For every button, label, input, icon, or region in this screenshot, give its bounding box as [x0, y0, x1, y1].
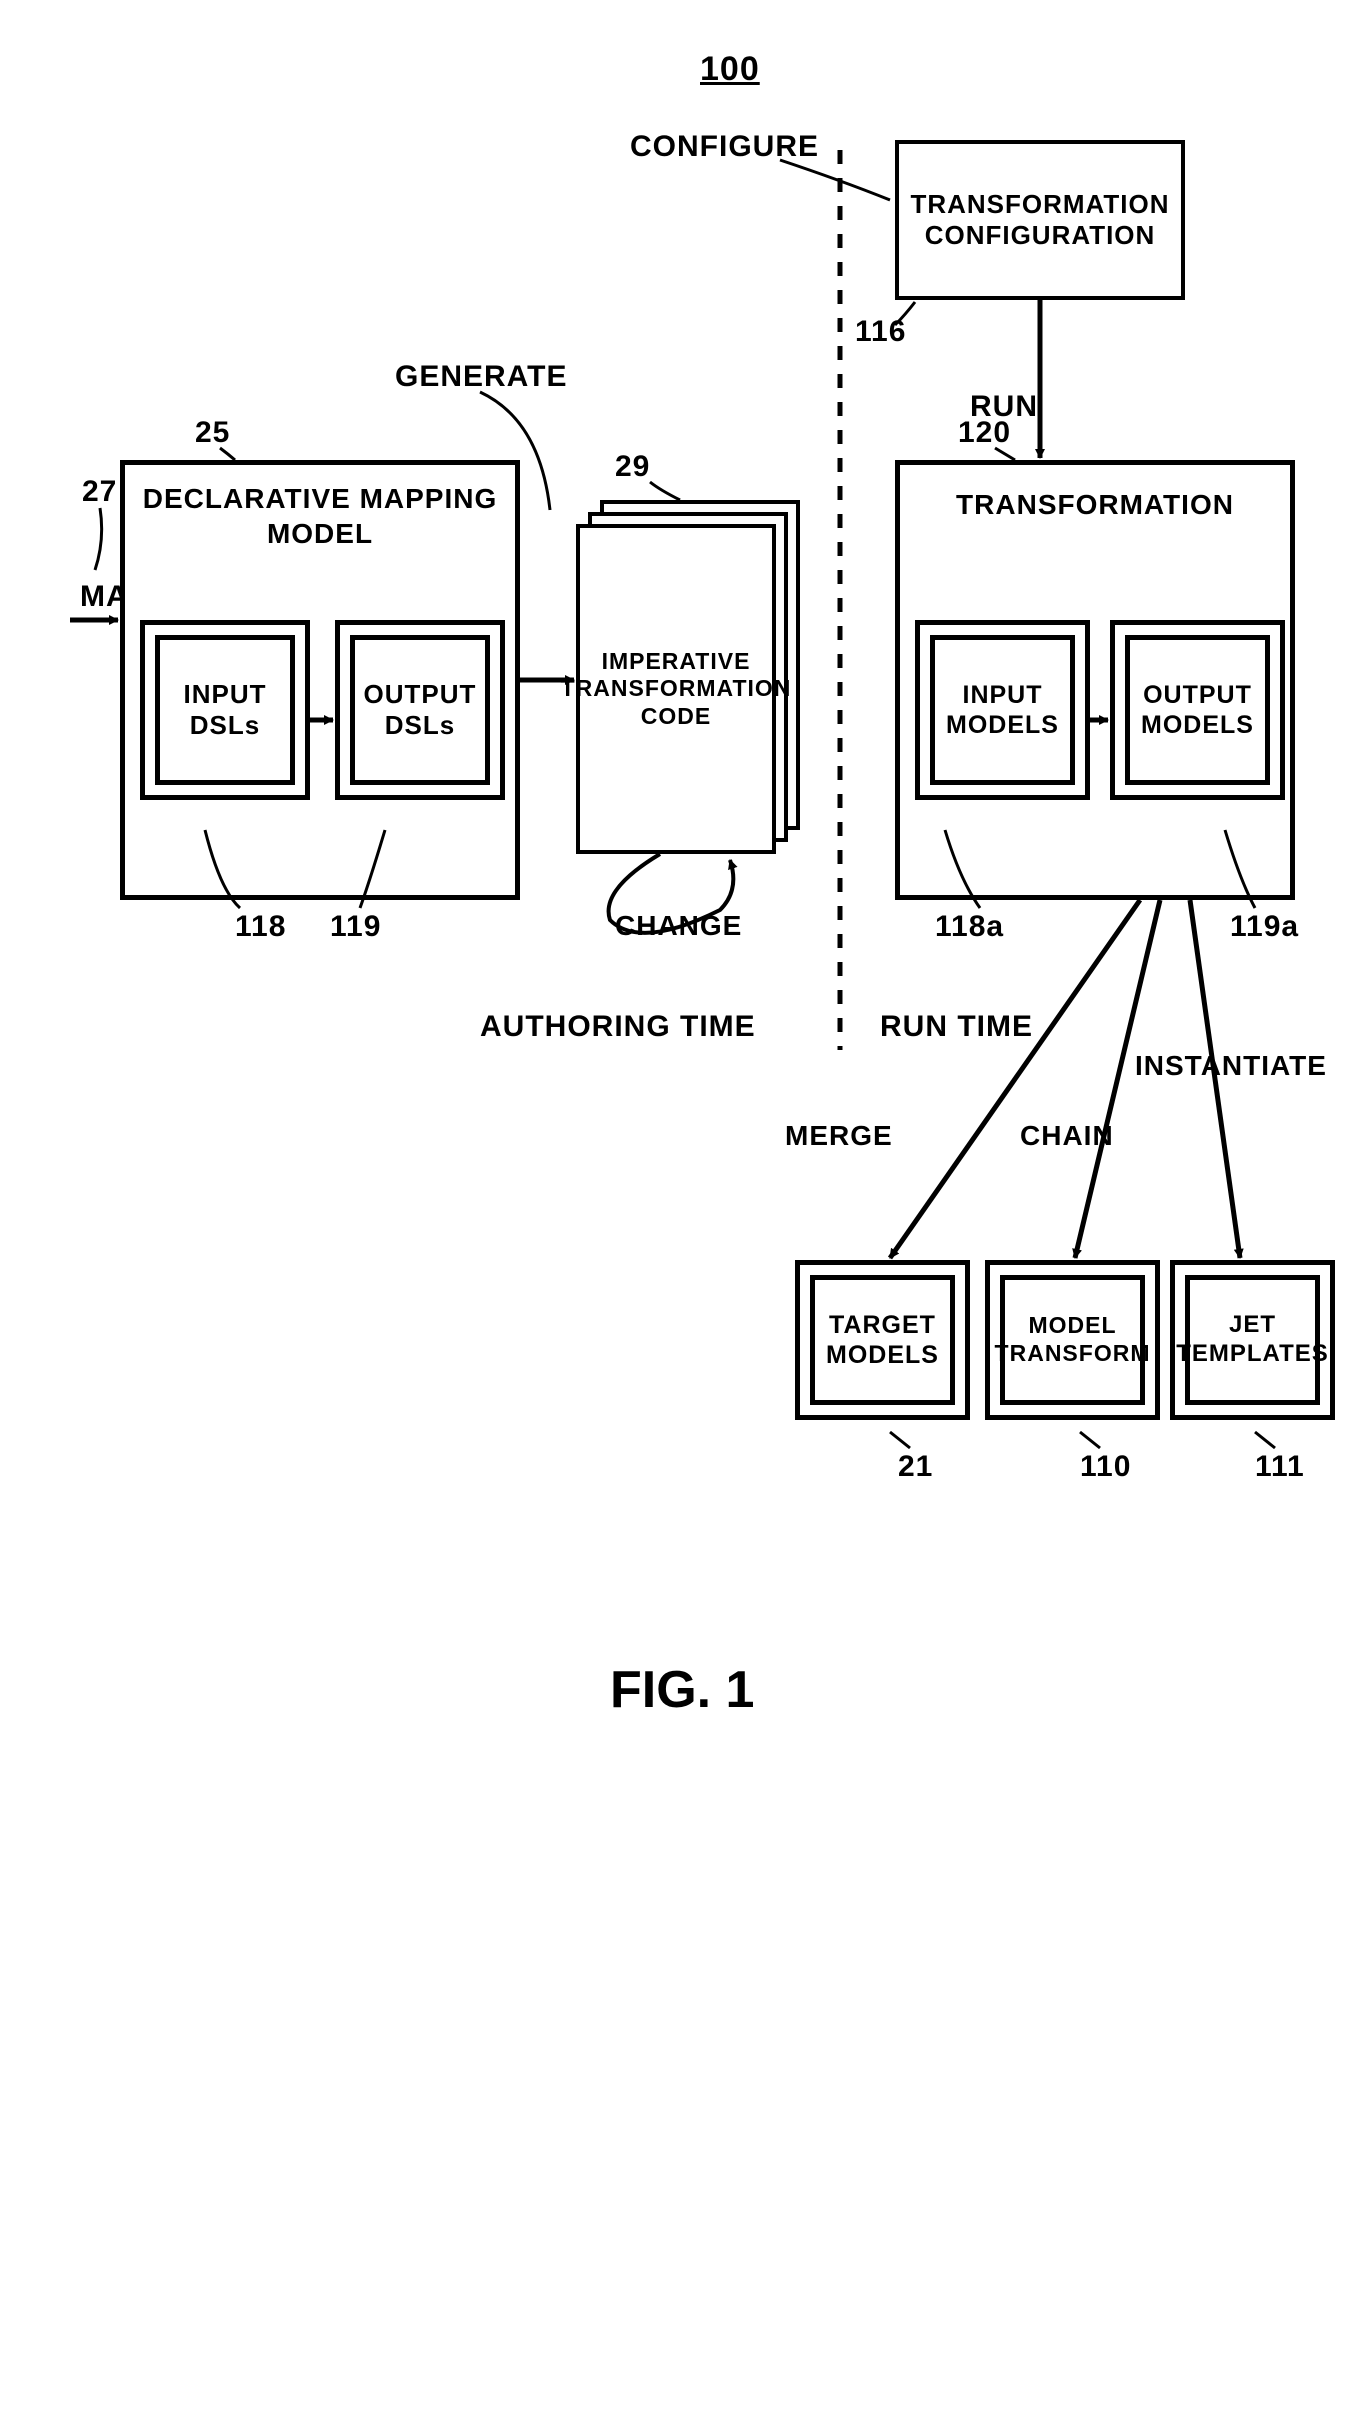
target-models-box: TARGET MODELS	[795, 1260, 970, 1420]
jet-templates-box: JET TEMPLATES	[1170, 1260, 1335, 1420]
diagram-root: 100 MAP 27 DECLARATIVE MAPPING MODEL 25 …	[40, 40, 1319, 2390]
config-box: TRANSFORMATION CONFIGURATION	[895, 140, 1185, 300]
ref-29: 29	[615, 450, 650, 484]
declarative-title: DECLARATIVE MAPPING MODEL	[125, 465, 515, 561]
input-dsls-box: INPUT DSLs	[140, 620, 310, 800]
ref-27: 27	[82, 475, 117, 509]
transformation-title: TRANSFORMATION	[900, 465, 1290, 531]
output-models-box: OUTPUT MODELS	[1110, 620, 1285, 800]
label-run-time: RUN TIME	[880, 1010, 1033, 1044]
ref-119a: 119a	[1230, 910, 1299, 944]
label-authoring-time: AUTHORING TIME	[480, 1010, 756, 1044]
input-models-box: INPUT MODELS	[915, 620, 1090, 800]
code-box: IMPERATIVE TRANSFORMATION CODE	[576, 524, 776, 854]
ref-25: 25	[195, 416, 230, 450]
label-merge: MERGE	[785, 1120, 893, 1152]
label-configure: CONFIGURE	[630, 130, 819, 164]
ref-120: 120	[958, 416, 1011, 450]
ref-116: 116	[855, 315, 906, 349]
ref-100: 100	[700, 50, 760, 89]
label-chain: CHAIN	[1020, 1120, 1114, 1152]
connectors-svg	[40, 40, 1319, 2390]
ref-119: 119	[330, 910, 381, 944]
ref-21: 21	[898, 1450, 933, 1484]
ref-118a: 118a	[935, 910, 1004, 944]
ref-110: 110	[1080, 1450, 1131, 1484]
label-change: CHANGE	[615, 910, 742, 942]
figure-label: FIG. 1	[610, 1660, 754, 1720]
output-dsls-box: OUTPUT DSLs	[335, 620, 505, 800]
ref-111: 111	[1255, 1450, 1305, 1484]
label-instantiate: INSTANTIATE	[1135, 1050, 1327, 1082]
ref-118: 118	[235, 910, 286, 944]
label-generate: GENERATE	[395, 360, 567, 394]
model-transform-box: MODEL TRANSFORM	[985, 1260, 1160, 1420]
